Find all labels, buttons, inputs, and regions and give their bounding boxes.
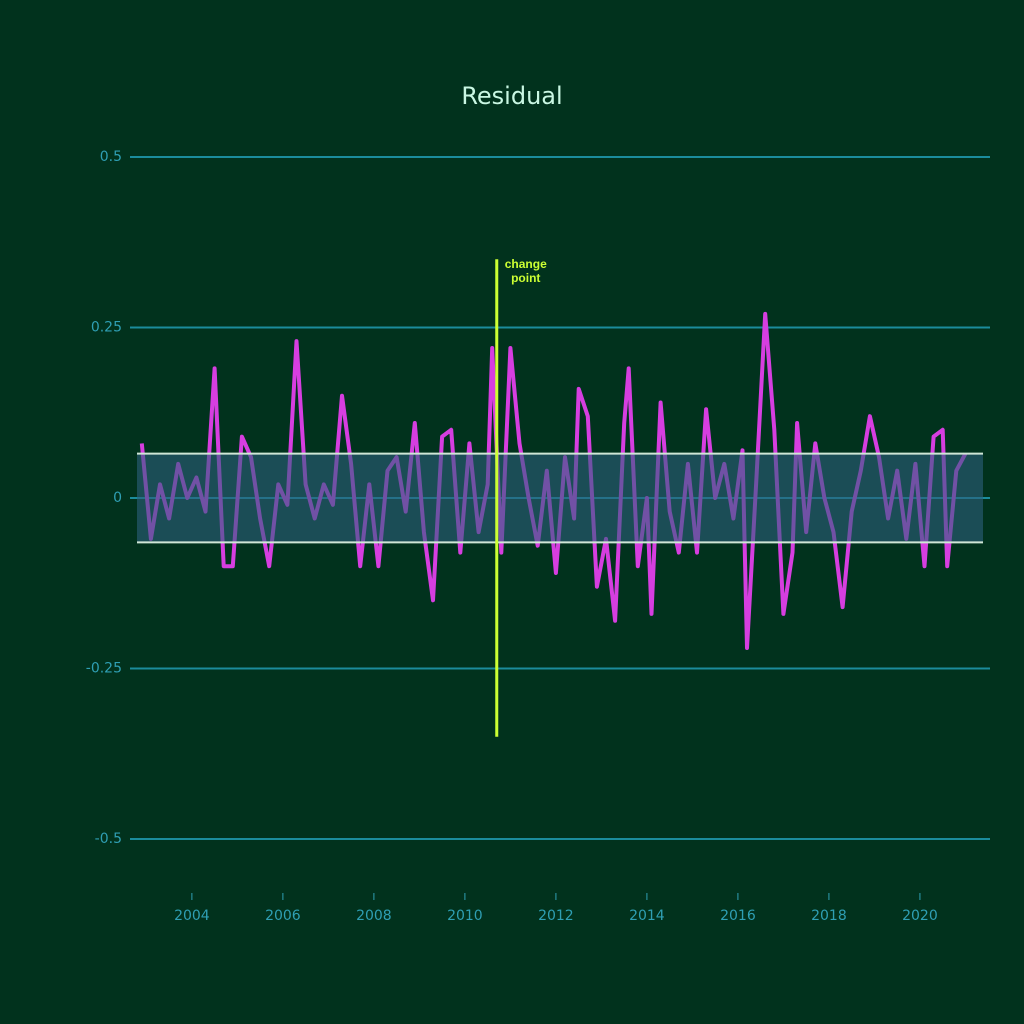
x-tick-label: 2010	[447, 908, 483, 924]
x-tick-label: 2016	[720, 908, 756, 924]
change-point-label-box: change point	[504, 257, 547, 286]
x-tick-label: 2018	[811, 908, 847, 924]
change-point-label: change point	[504, 257, 547, 286]
y-tick-label: 0.25	[91, 320, 122, 336]
y-tick-label: 0.5	[100, 149, 122, 165]
y-tick-label: -0.25	[86, 661, 122, 677]
chart-title: Residual	[461, 82, 562, 110]
x-tick-label: 2006	[265, 908, 301, 924]
x-tick-label: 2014	[629, 908, 665, 924]
x-tick-label: 2012	[538, 908, 574, 924]
band-area	[137, 453, 983, 543]
x-tick-label: 2008	[356, 908, 392, 924]
y-tick-label: 0	[113, 490, 122, 506]
y-tick-label: -0.5	[95, 831, 122, 847]
x-tick-label: 2020	[902, 908, 938, 924]
x-tick-label: 2004	[174, 908, 210, 924]
